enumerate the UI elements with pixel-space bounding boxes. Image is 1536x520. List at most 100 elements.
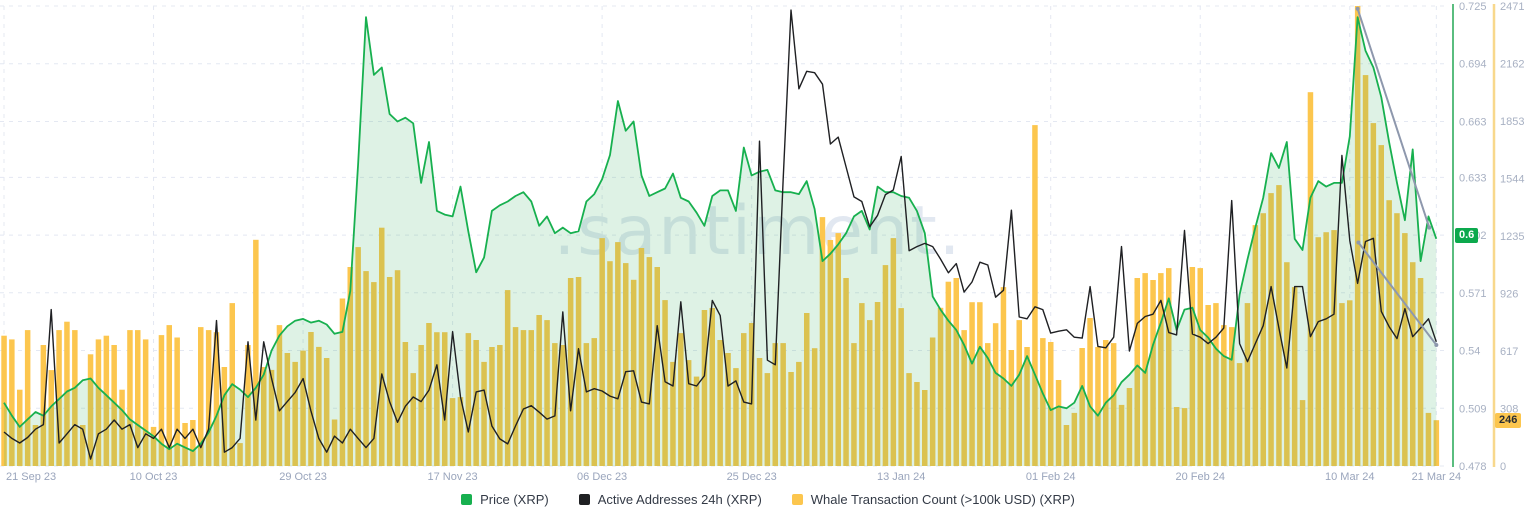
whale-transaction-bar (331, 419, 338, 466)
whale-transaction-bar (591, 338, 597, 466)
whale-transaction-bar (567, 278, 574, 466)
whale-transaction-bar (426, 323, 432, 466)
whale-transaction-bar (843, 278, 849, 466)
whale-transaction-bar (205, 330, 212, 466)
x-axis-date-label: 01 Feb 24 (1026, 471, 1076, 483)
x-axis-date-label: 17 Nov 23 (428, 471, 478, 483)
legend-item-active-addresses[interactable]: Active Addresses 24h (XRP) (578, 492, 762, 507)
whale-transaction-bar (520, 330, 527, 466)
whale-transaction-bar (371, 282, 377, 466)
price-axis-tick-label: 0.54 (1459, 346, 1480, 358)
whale-transaction-bar (1252, 225, 1259, 466)
whale-transaction-bar (654, 267, 660, 466)
whale-transaction-bar (1331, 230, 1337, 466)
whale-transaction-bar (1323, 232, 1329, 466)
whale-transaction-bar (213, 332, 220, 466)
price-axis-tick-label: 0.478 (1459, 461, 1487, 473)
whale-transaction-bar (1032, 125, 1038, 466)
x-axis-date-label: 10 Oct 23 (130, 471, 178, 483)
whale-transaction-bar (198, 327, 204, 466)
whale-transaction-bar (339, 298, 346, 466)
whale-transaction-bar (119, 389, 125, 466)
whale-transaction-bar (481, 361, 487, 466)
x-axis-date-label: 21 Mar 24 (1412, 471, 1462, 483)
price-line-series (3, 16, 1438, 452)
whale-transaction-bar (1244, 303, 1251, 466)
whale-transaction-bar (276, 325, 283, 466)
whale-transaction-bar (166, 325, 172, 466)
whale-transaction-bar (756, 358, 763, 466)
whale-transaction-bar (953, 278, 959, 466)
legend-label-price: Price (XRP) (480, 492, 549, 507)
whale-transaction-bar (1268, 193, 1274, 466)
whale-transaction-bar (323, 358, 330, 466)
whale-transaction-bar (1354, 6, 1361, 466)
whale-transaction-bar (670, 361, 676, 466)
price-axis-tick-label: 0.571 (1459, 288, 1487, 300)
whale-transaction-bar (1260, 213, 1266, 466)
whale-transaction-bar (504, 290, 511, 466)
whale-transaction-bar (300, 350, 306, 466)
whale-transaction-bar (1048, 342, 1054, 466)
whale-transaction-bar (512, 327, 519, 466)
whale-transaction-bar (1158, 273, 1164, 466)
price-last-value-badge: 0.6 (1455, 228, 1479, 243)
trend-line-annotations (1355, 6, 1439, 347)
whale-transaction-bar (701, 310, 708, 466)
trend-line-2 (1357, 241, 1438, 346)
whale-axis-tick-label: 0 (1500, 461, 1506, 473)
whale-transaction-bar (489, 347, 495, 466)
whale-transaction-bar (599, 238, 605, 466)
x-axis-date-label: 29 Oct 23 (279, 471, 327, 483)
whale-transaction-bar (693, 376, 700, 466)
whale-transaction-bar (1063, 425, 1070, 466)
whale-transaction-bar (1166, 268, 1172, 466)
whale-transaction-bar (1425, 412, 1432, 466)
whale-transaction-bar (80, 425, 86, 466)
whale-transaction-bar (804, 313, 810, 466)
whale-transaction-bar (678, 333, 684, 466)
whale-transaction-bar (1386, 200, 1392, 466)
legend-item-price[interactable]: Price (XRP) (461, 492, 549, 507)
whale-transaction-bar (1134, 278, 1140, 466)
whale-transaction-bar (1339, 303, 1345, 466)
whale-transaction-bar (1315, 237, 1321, 466)
whale-transaction-bar (394, 270, 401, 466)
whale-transaction-bar (811, 348, 818, 466)
whale-transaction-bar (819, 217, 826, 466)
whale-transaction-bar (1433, 420, 1440, 466)
whale-transaction-bar (709, 308, 715, 466)
whale-transaction-bar (410, 373, 416, 466)
price-axis-tick-label: 0.633 (1459, 172, 1487, 184)
whale-transaction-bar (40, 345, 47, 466)
x-axis-date-label: 25 Dec 23 (727, 471, 777, 483)
whale-transaction-bar (851, 343, 857, 466)
whale-transaction-bar (347, 267, 353, 466)
whale-transaction-bar (685, 360, 692, 466)
whale-transaction-bar (434, 332, 440, 466)
whale-transaction-bar (308, 332, 314, 466)
whale-transaction-bar (890, 238, 897, 466)
whale-transaction-bar (24, 330, 31, 466)
whale-transaction-bar (1016, 320, 1022, 466)
price-area-fill (4, 17, 1437, 466)
whale-transaction-bar (1173, 407, 1180, 466)
whale-transaction-bar (190, 420, 196, 466)
whale-transaction-bar (473, 340, 479, 466)
legend-item-whale-transaction-count[interactable]: Whale Transaction Count (>100k USD) (XRP… (791, 492, 1075, 507)
whale-transaction-bar (1118, 404, 1125, 466)
whale-transaction-bar (292, 361, 298, 466)
x-axis-date-label: 20 Feb 24 (1175, 471, 1225, 483)
whale-transaction-bar (725, 353, 731, 466)
whale-transaction-bar (867, 320, 873, 466)
whale-transaction-bar (780, 343, 786, 466)
whale-transaction-bar (1362, 75, 1369, 466)
legend-label-whale-transaction-count: Whale Transaction Count (>100k USD) (XRP… (810, 492, 1075, 507)
whale-transaction-bar (1213, 303, 1219, 466)
whale-transaction-bar (1417, 278, 1424, 466)
x-axis-date-label: 10 Mar 24 (1325, 471, 1375, 483)
whale-transaction-bar (17, 389, 23, 466)
whale-transaction-bar (1150, 280, 1156, 466)
x-axis-date-label: 13 Jan 24 (877, 471, 925, 483)
